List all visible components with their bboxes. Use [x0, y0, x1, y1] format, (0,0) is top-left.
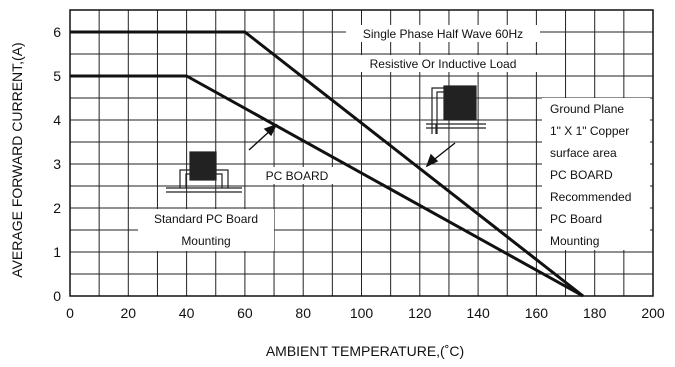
x-tick-label: 160: [525, 305, 549, 321]
right-notes: Ground Plane 1" X 1" Copper surface area PC…: [550, 102, 631, 248]
y-tick-label: 5: [53, 68, 61, 84]
top-note-2-bg: [346, 55, 540, 72]
x-tick-label: 100: [350, 305, 374, 321]
x-tick-label: 200: [641, 305, 665, 321]
tick-labels: 0 20 40 60 80 100 120 140 160 180 200 0 1 2 3 4 5 6: [53, 24, 665, 321]
y-tick-label: 6: [53, 24, 61, 40]
y-tick-label: 2: [53, 200, 61, 216]
pc-board-label: PC BOARD: [266, 169, 329, 183]
x-tick-label: 180: [583, 305, 607, 321]
right-note-line: Ground Plane: [550, 102, 624, 116]
y-tick-label: 1: [53, 244, 61, 260]
standard-package-icon: [166, 151, 242, 193]
arrow-standard: [248, 123, 278, 151]
x-tick-label: 20: [121, 305, 137, 321]
x-tick-label: 60: [237, 305, 253, 321]
y-axis-label: AVERAGE FORWARD CURRENT,(A): [9, 42, 25, 277]
top-note-1-bg: [346, 25, 540, 42]
right-note-line: Recommended: [550, 190, 631, 204]
top-note-2: Resistive Or Inductive Load: [370, 57, 517, 71]
recommended-package-icon: [426, 85, 486, 134]
top-note-1: Single Phase Half Wave 60Hz: [363, 27, 523, 41]
x-tick-label: 140: [466, 305, 490, 321]
series-line-2: [70, 74, 584, 298]
y-tick-label: 3: [53, 156, 61, 172]
x-tick-label: 120: [408, 305, 432, 321]
right-note-line: PC Board: [550, 212, 602, 226]
right-note-line: PC BOARD: [550, 168, 613, 182]
right-note-line: 1" X 1" Copper: [550, 124, 629, 138]
x-tick-label: 80: [295, 305, 311, 321]
x-tick-label: 40: [179, 305, 195, 321]
std-mount-line-2: Mounting: [181, 234, 230, 248]
std-mount-line-1: Standard PC Board: [154, 212, 258, 226]
x-axis-label: AMBIENT TEMPERATURE,(˚C): [266, 343, 464, 359]
pc-board-label-bg: [256, 167, 338, 184]
y-tick-label: 4: [53, 112, 61, 128]
right-notes-bg: [542, 98, 650, 250]
y-tick-label: 0: [53, 288, 61, 304]
x-tick-label: 0: [66, 305, 74, 321]
plot-frame: [69, 9, 654, 297]
right-note-line: surface area: [550, 146, 617, 160]
series-line-1: [70, 30, 584, 298]
series-group: [70, 30, 584, 298]
right-note-line: Mounting: [550, 234, 599, 248]
arrow-recommended: [425, 142, 456, 168]
std-mount-bg: [138, 209, 274, 251]
